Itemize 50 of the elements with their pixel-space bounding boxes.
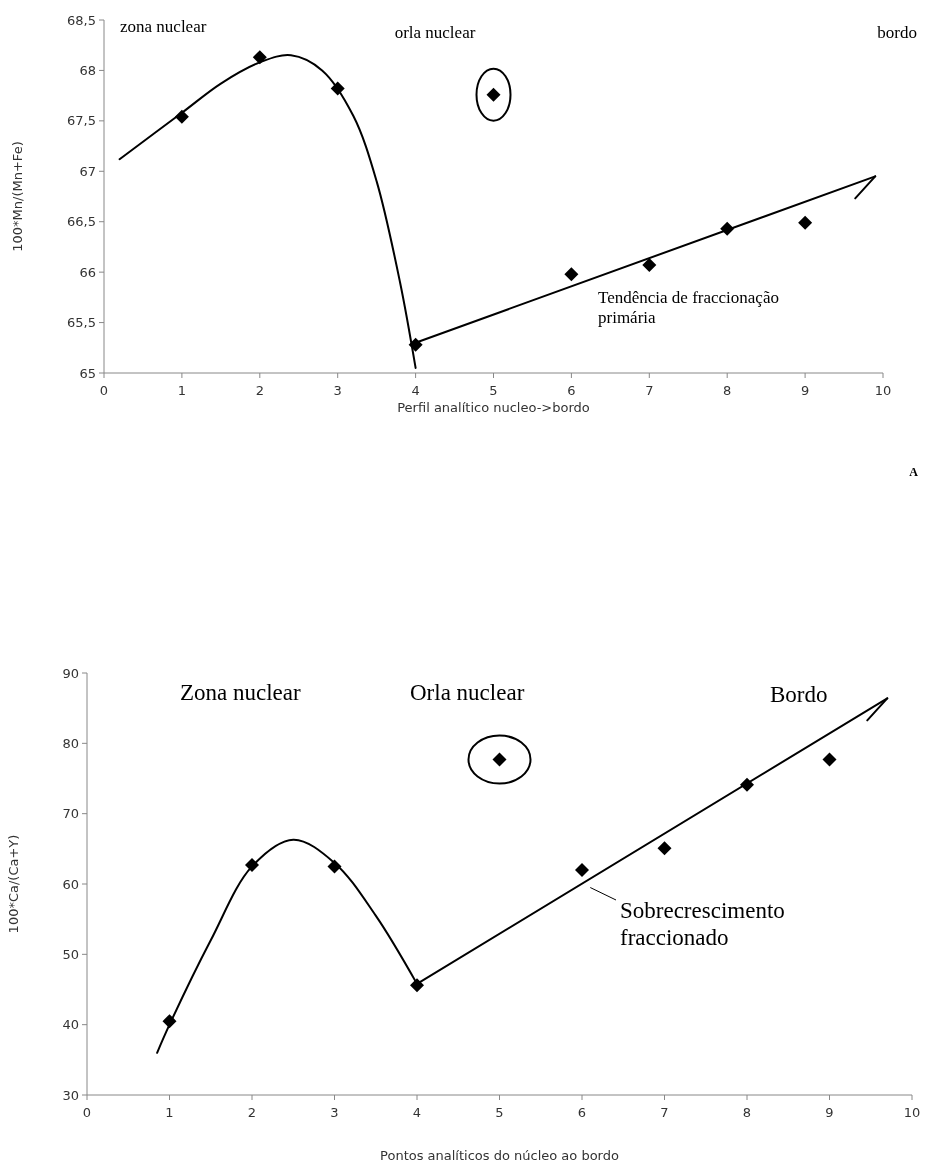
y-axis-title: 100*Mn/(Mn+Fe) xyxy=(10,141,25,252)
y-tick-label: 90 xyxy=(62,665,79,681)
x-tick-label: 4 xyxy=(412,1105,422,1120)
x-tick-label: 0 xyxy=(82,1105,92,1120)
annotation: Sobrecrescimento fraccionado xyxy=(620,898,785,950)
y-tick-label: 60 xyxy=(62,876,79,892)
x-tick-label: 4 xyxy=(411,383,420,398)
y-tick-label: 68 xyxy=(79,62,96,78)
y-tick-label: 67,5 xyxy=(67,113,96,129)
x-tick-label: 2 xyxy=(247,1105,257,1120)
x-tick-label: 10 xyxy=(874,383,892,398)
x-tick-label: 0 xyxy=(99,383,109,398)
x-tick-label: 7 xyxy=(660,1105,669,1120)
annotation: orla nuclear xyxy=(394,22,476,42)
y-tick-label: 66,5 xyxy=(67,214,96,230)
x-tick-label: 5 xyxy=(495,1105,504,1120)
text: A xyxy=(909,465,919,480)
y-tick-label: 70 xyxy=(62,806,79,822)
x-tick-label: 8 xyxy=(723,383,732,398)
annotation: Bordo xyxy=(770,682,828,708)
y-tick-label: 30 xyxy=(62,1087,79,1103)
annotation: zona nuclear xyxy=(120,16,207,36)
x-tick-label: 6 xyxy=(577,1105,587,1120)
y-tick-label: 65 xyxy=(79,365,96,381)
x-axis-title: Pontos analíticos do núcleo ao bordo xyxy=(380,1148,619,1163)
x-tick-label: 5 xyxy=(489,383,498,398)
x-tick-label: 9 xyxy=(825,1105,834,1120)
y-tick-label: 80 xyxy=(62,735,79,751)
x-tick-label: 2 xyxy=(255,383,264,398)
annotation: Zona nuclear xyxy=(180,680,302,706)
y-tick-label: 67 xyxy=(79,163,96,179)
annotation: Orla nuclear xyxy=(410,680,525,706)
x-tick-label: 3 xyxy=(333,383,342,398)
x-tick-label: 8 xyxy=(742,1105,752,1120)
y-tick-label: 68,5 xyxy=(67,12,96,28)
x-tick-label: 3 xyxy=(330,1105,339,1120)
x-tick-label: 10 xyxy=(903,1105,921,1120)
y-tick-label: 66 xyxy=(79,264,96,280)
x-tick-label: 1 xyxy=(177,383,187,398)
y-tick-label: 40 xyxy=(62,1017,79,1033)
y-axis-title: 100*Ca/(Ca+Y) xyxy=(6,834,21,934)
y-tick-label: 65,5 xyxy=(67,315,96,331)
x-tick-label: 6 xyxy=(567,383,576,398)
x-tick-label: 1 xyxy=(165,1105,174,1120)
x-tick-label: 9 xyxy=(800,383,810,398)
x-tick-label: 7 xyxy=(645,383,654,398)
x-axis-title: Perfil analítico nucleo->bordo xyxy=(397,400,590,415)
annotation: bordo xyxy=(877,22,917,42)
y-tick-label: 50 xyxy=(62,946,79,962)
annotation: Tendência de fraccionação primária xyxy=(598,287,779,327)
